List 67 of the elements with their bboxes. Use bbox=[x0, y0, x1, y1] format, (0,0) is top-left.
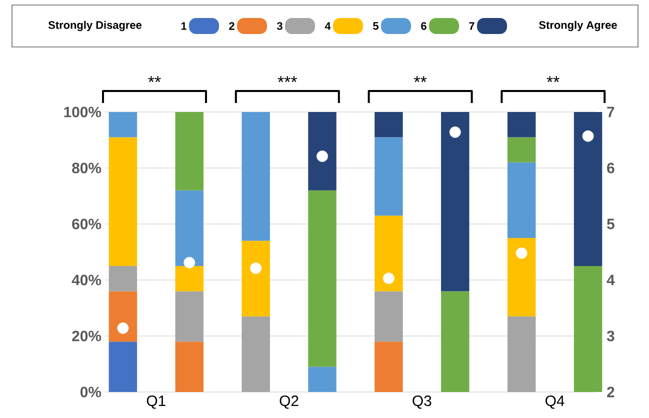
text: ** bbox=[414, 76, 427, 82]
y2-tick-label: 2 bbox=[607, 386, 614, 398]
bar bbox=[242, 112, 270, 241]
y2-tick-label: 3 bbox=[606, 330, 614, 342]
bar bbox=[507, 162, 536, 238]
bar bbox=[108, 291, 138, 342]
bar bbox=[507, 137, 536, 162]
y2-tick-label: 6 bbox=[607, 162, 614, 174]
bar bbox=[574, 266, 602, 392]
bar bbox=[108, 342, 138, 392]
bar bbox=[374, 137, 403, 216]
y-tick-label: 40% bbox=[72, 274, 102, 286]
legend-label: 2 bbox=[229, 22, 234, 30]
point bbox=[117, 322, 129, 334]
legend-title: Strongly Disagree bbox=[48, 20, 142, 32]
point bbox=[316, 150, 328, 162]
legend-label: 5 bbox=[373, 22, 378, 30]
bar bbox=[308, 366, 336, 392]
point bbox=[250, 262, 262, 274]
bar bbox=[507, 316, 536, 392]
legend-label: 3 bbox=[276, 22, 282, 30]
legend-label: 1 bbox=[181, 22, 186, 30]
x-tick-label: Q1 bbox=[146, 396, 166, 409]
y-tick-label: 20% bbox=[72, 330, 102, 342]
text: ** bbox=[546, 76, 560, 82]
point bbox=[449, 126, 461, 138]
bar bbox=[374, 291, 403, 342]
point bbox=[184, 256, 196, 268]
bar bbox=[574, 112, 602, 266]
bar bbox=[108, 137, 138, 266]
y-tick-label: 80% bbox=[72, 162, 102, 174]
bar bbox=[108, 112, 138, 138]
y2-tick-label: 7 bbox=[607, 106, 614, 118]
bar bbox=[374, 112, 403, 138]
text: *** bbox=[278, 76, 298, 82]
bar bbox=[175, 266, 204, 292]
bar bbox=[308, 112, 336, 190]
x-tick-label: Q3 bbox=[412, 396, 432, 409]
bar bbox=[175, 190, 204, 266]
bar bbox=[242, 316, 270, 392]
x-tick-label: Q2 bbox=[280, 396, 298, 409]
legend-label: 6 bbox=[421, 22, 426, 30]
bar bbox=[374, 342, 403, 392]
y-tick-label: 60% bbox=[72, 218, 102, 230]
bar bbox=[507, 238, 536, 316]
bar bbox=[507, 112, 536, 138]
bar bbox=[175, 112, 204, 190]
y2-tick-label: 5 bbox=[606, 218, 614, 230]
text: ** bbox=[148, 76, 161, 82]
bar bbox=[441, 291, 470, 392]
bar bbox=[175, 342, 204, 392]
legend-label: 7 bbox=[469, 22, 474, 30]
bar bbox=[108, 266, 138, 292]
point bbox=[516, 247, 528, 259]
x-tick-label: Q4 bbox=[546, 396, 564, 409]
y-tick-label: 0% bbox=[80, 386, 102, 398]
bar bbox=[374, 216, 403, 292]
bar bbox=[441, 112, 470, 292]
legend-label: 4 bbox=[324, 22, 331, 30]
point bbox=[582, 130, 594, 142]
bar bbox=[308, 190, 336, 367]
y2-tick-label: 4 bbox=[606, 274, 615, 286]
bar bbox=[242, 240, 270, 316]
text: Strongly Agree bbox=[539, 20, 617, 32]
bar bbox=[175, 291, 204, 342]
y-tick-label: 100% bbox=[64, 106, 102, 118]
point bbox=[383, 272, 394, 284]
